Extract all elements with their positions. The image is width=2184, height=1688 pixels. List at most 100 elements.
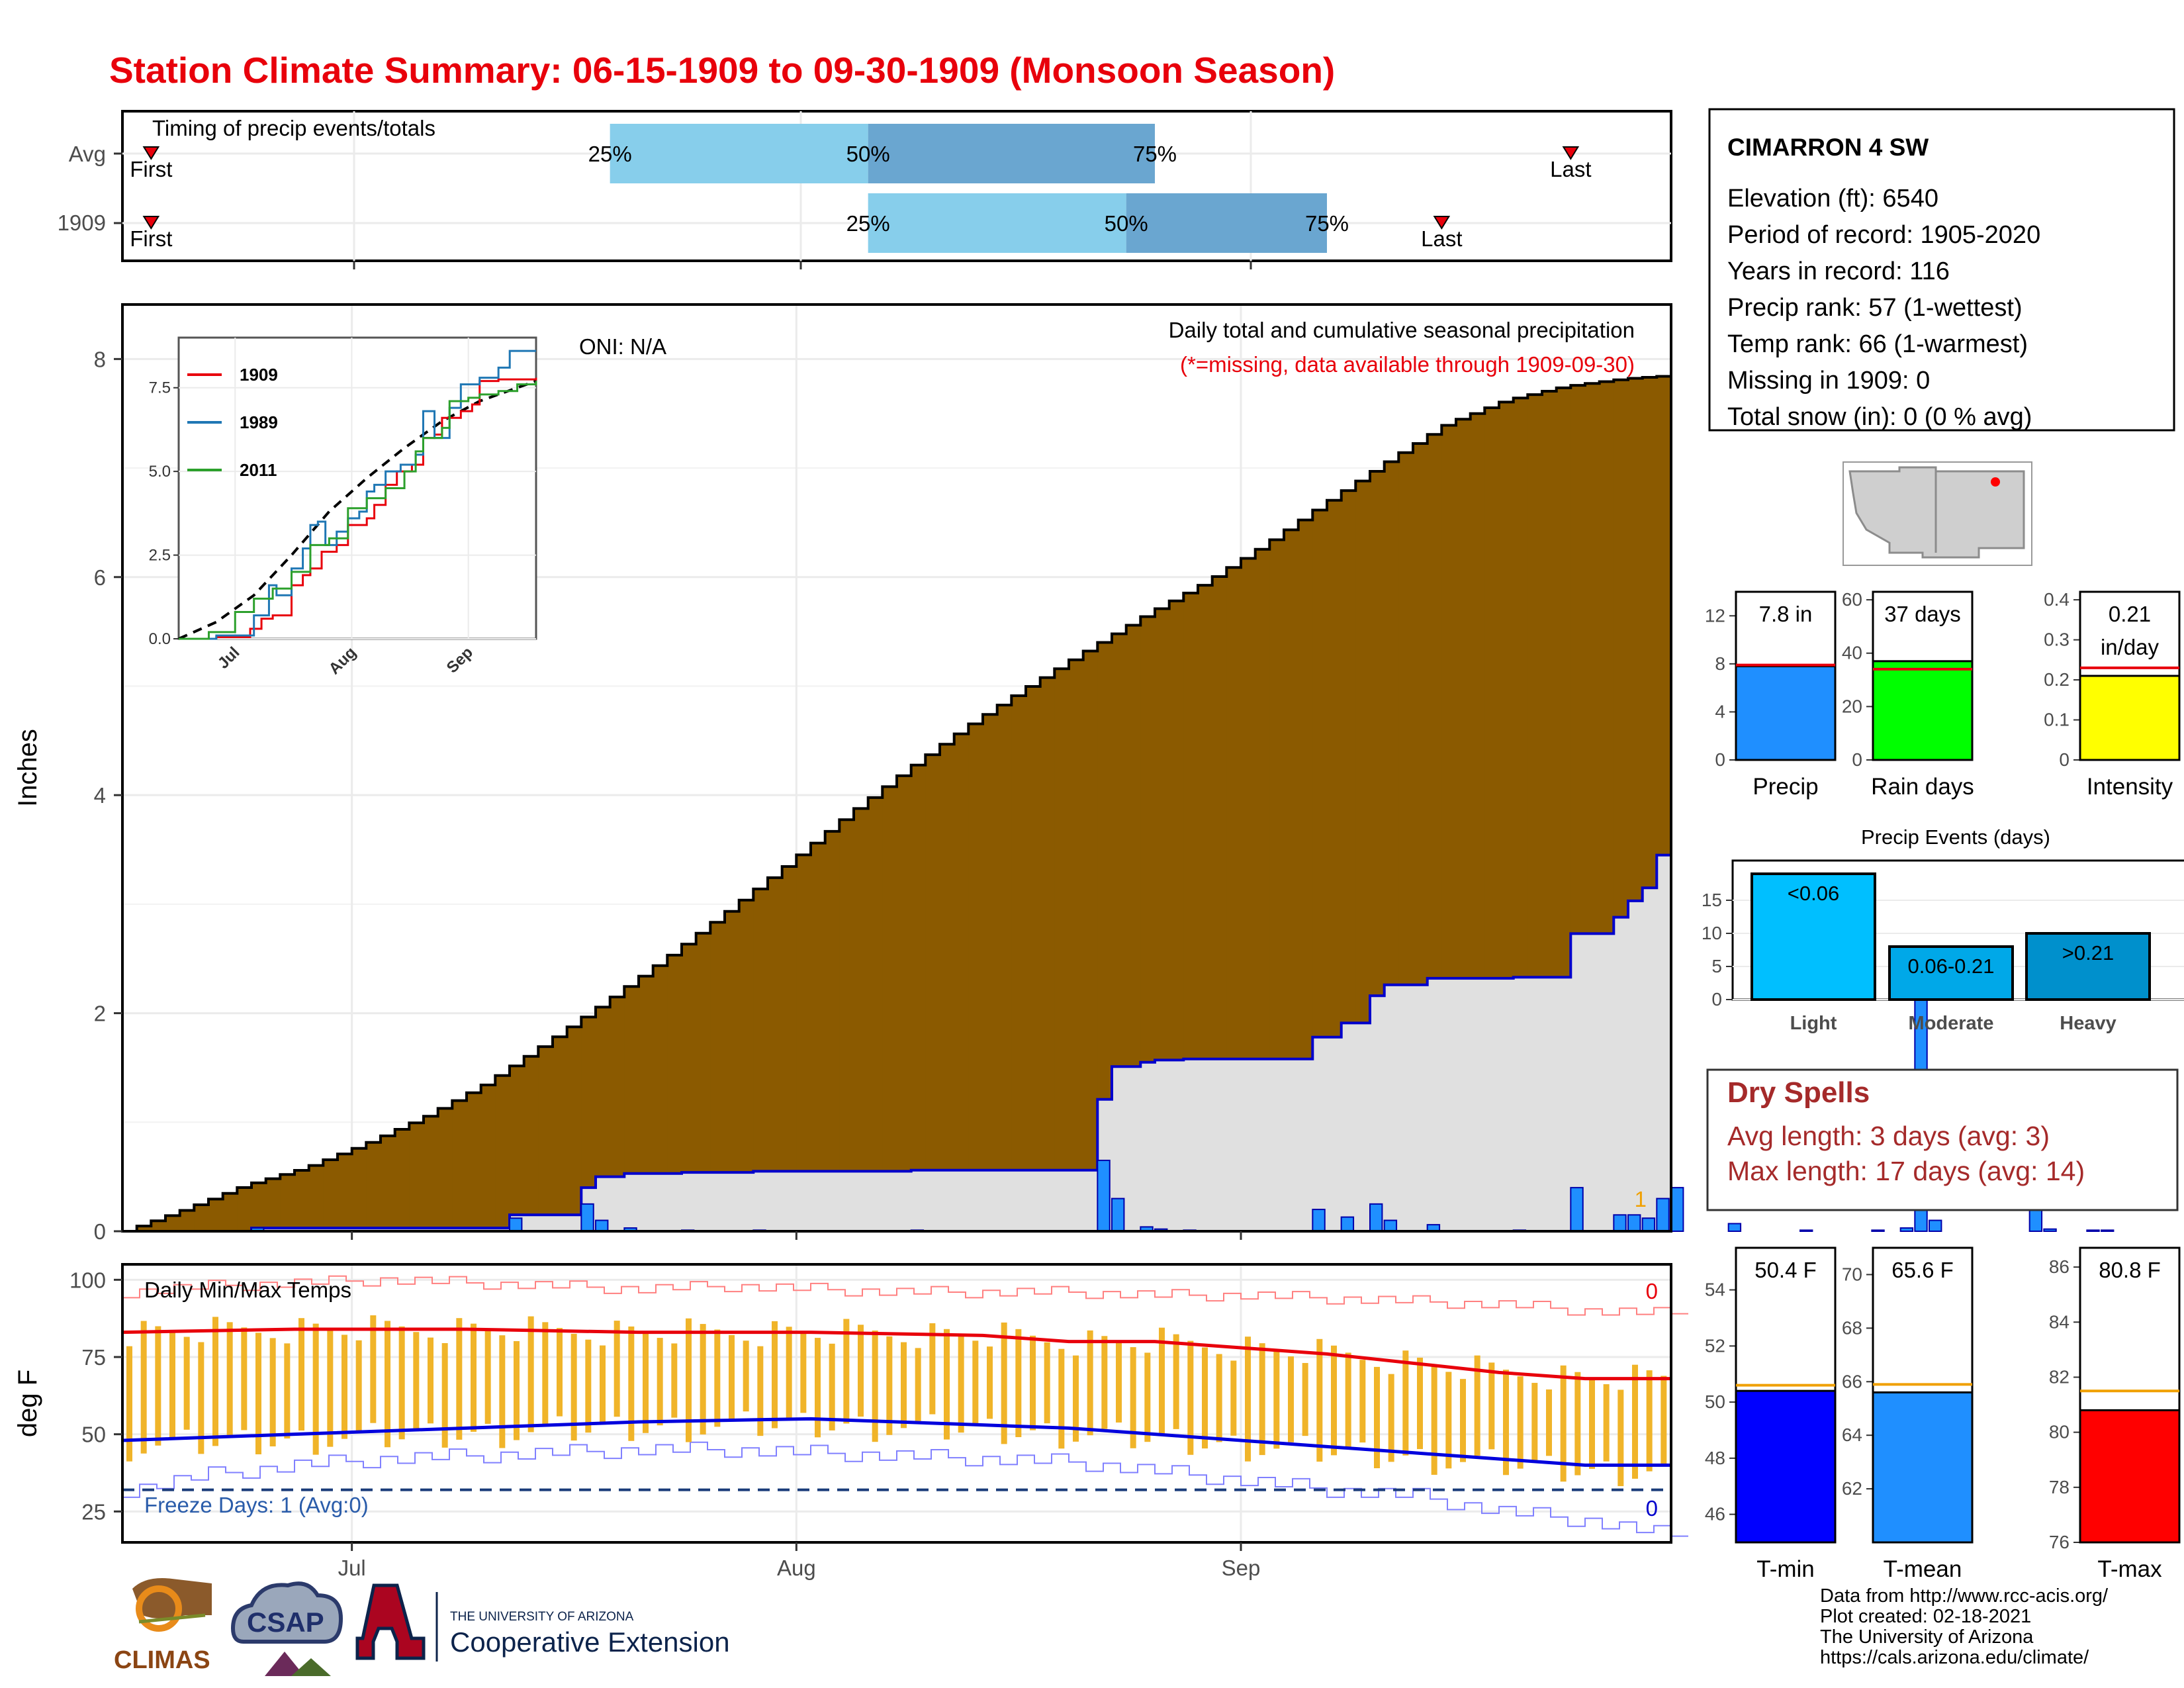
daily-temp-range-bar bbox=[815, 1338, 821, 1438]
daily-temp-range-bar bbox=[1216, 1354, 1222, 1442]
daily-temp-range-bar bbox=[886, 1336, 893, 1435]
timing-last-marker bbox=[1562, 146, 1580, 160]
precip-events-title: Precip Events (days) bbox=[1861, 825, 2050, 849]
daily-temp-range-bar bbox=[614, 1321, 620, 1417]
below-average-band bbox=[911, 765, 926, 1170]
below-average-band bbox=[538, 1047, 553, 1215]
below-average-band bbox=[1241, 558, 1256, 1059]
mini-ytick-label: 40 bbox=[1842, 643, 1862, 663]
below-average-band bbox=[782, 867, 797, 1172]
timing-last-label: Last bbox=[1550, 157, 1591, 181]
ua-logo-small-text: THE UNIVERSITY OF ARIZONA bbox=[450, 1610, 634, 1624]
inset-ytick-label: 7.5 bbox=[149, 379, 171, 397]
inset-ytick-label: 2.5 bbox=[149, 547, 171, 565]
daily-precip-bar bbox=[1111, 1197, 1125, 1233]
daily-precip-bar bbox=[1097, 1159, 1111, 1232]
daily-precip-bar bbox=[2086, 1229, 2100, 1232]
daily-temp-range-bar bbox=[786, 1327, 792, 1421]
daily-temp-range-bar bbox=[413, 1332, 420, 1432]
below-average-band bbox=[653, 965, 668, 1174]
mini-ytick-label: 0 bbox=[1852, 749, 1862, 770]
daily-temp-range-bar bbox=[1488, 1362, 1495, 1450]
below-average-band bbox=[710, 922, 725, 1173]
daily-temp-range-bar bbox=[657, 1338, 663, 1426]
missing-count: 1 bbox=[1635, 1187, 1647, 1211]
below-average-band bbox=[1155, 608, 1170, 1060]
daily-temp-range-bar bbox=[1173, 1334, 1179, 1429]
precip-y-label: Inches bbox=[13, 729, 42, 807]
daily-temp-range-bar bbox=[1359, 1360, 1366, 1443]
below-average-band bbox=[1112, 633, 1127, 1067]
mini-value-label: 80.8 F bbox=[2099, 1258, 2161, 1282]
below-average-band bbox=[1212, 577, 1227, 1059]
daily-temp-range-bar bbox=[972, 1340, 979, 1426]
daily-temp-range-bar bbox=[1316, 1338, 1323, 1462]
timing-ytick-labels: Avg 1909 bbox=[58, 142, 122, 235]
below-average-band bbox=[596, 1007, 611, 1177]
page-title: Station Climate Summary: 06-15-1909 to 0… bbox=[109, 50, 1335, 91]
summary-precip-panels: 0 4 8 12 7.8 in Precip 0 20 40 60 37 days Rain days… bbox=[1705, 589, 2181, 800]
precip-chart-title: Daily total and cumulative seasonal prec… bbox=[1169, 318, 1635, 342]
daily-temp-range-bar bbox=[1445, 1372, 1452, 1469]
mini-category-label: Rain days bbox=[1871, 774, 1974, 800]
events-category-label: Light bbox=[1790, 1013, 1837, 1034]
daily-precip-bar bbox=[1929, 1219, 1942, 1233]
daily-precip-bar bbox=[2101, 1229, 2115, 1232]
mini-ytick-label: 62 bbox=[1842, 1478, 1862, 1499]
daily-temp-range-bar bbox=[126, 1346, 132, 1462]
inset-legend-label: 1989 bbox=[240, 412, 278, 432]
mini-ytick-label: 52 bbox=[1705, 1335, 1725, 1356]
daily-precip-bar bbox=[2043, 1228, 2057, 1233]
mini-ytick-label: 0.3 bbox=[2044, 630, 2070, 650]
below-average-band bbox=[1384, 461, 1399, 985]
timing-row-label-avg: Avg bbox=[69, 142, 106, 166]
daily-temp-range-bar bbox=[700, 1324, 706, 1434]
daily-temp-range-bar bbox=[1187, 1340, 1194, 1455]
mini-category-label: Intensity bbox=[2087, 774, 2173, 800]
below-average-band bbox=[639, 976, 654, 1174]
below-average-band bbox=[308, 1165, 324, 1229]
daily-temp-range-bar bbox=[1087, 1330, 1093, 1436]
events-category-label: Moderate bbox=[1909, 1013, 1994, 1034]
below-average-band bbox=[1198, 585, 1213, 1059]
events-bar bbox=[1888, 945, 2014, 1001]
daily-precip-bar bbox=[1613, 1214, 1627, 1232]
station-line-temp-rank: Temp rank: 66 (1-warmest) bbox=[1727, 330, 2028, 358]
mini-value-label: 7.8 in bbox=[1759, 602, 1813, 626]
record-high-count: 0 bbox=[1646, 1279, 1658, 1303]
daily-temp-range-bar bbox=[1646, 1370, 1653, 1472]
mini-value-label: 50.4 F bbox=[1754, 1258, 1817, 1282]
below-average-band bbox=[997, 705, 1012, 1170]
daily-temp-range-bar bbox=[729, 1335, 735, 1419]
daily-precip-bar bbox=[1727, 1223, 1742, 1232]
daily-temp-range-bar bbox=[800, 1332, 807, 1413]
below-average-band bbox=[1513, 398, 1528, 978]
events-ytick-label: 15 bbox=[1702, 890, 1722, 910]
daily-temp-range-bar bbox=[1259, 1343, 1265, 1456]
below-average-band bbox=[165, 1215, 181, 1231]
mini-value-bar bbox=[2079, 675, 2181, 761]
temp-ytick-label: 75 bbox=[81, 1345, 106, 1370]
below-average-band bbox=[1026, 686, 1041, 1170]
daily-temp-range-bar bbox=[872, 1331, 878, 1442]
below-average-band bbox=[1183, 592, 1199, 1059]
timing-first-marker bbox=[142, 216, 160, 230]
events-ytick-label: 5 bbox=[1711, 956, 1722, 976]
daily-temp-range-bar bbox=[570, 1333, 577, 1441]
dry-spells-title: Dry Spells bbox=[1727, 1076, 1870, 1109]
timing-q50-q75-bar bbox=[1126, 193, 1327, 253]
month-tick-label: Jul bbox=[338, 1556, 366, 1580]
inset-series-line bbox=[179, 377, 537, 640]
station-line-precip-rank: Precip rank: 57 (1-wettest) bbox=[1727, 294, 2023, 322]
inset-legend-label: 2011 bbox=[240, 460, 277, 480]
daily-temp-range-bar bbox=[1144, 1352, 1151, 1442]
precip-events-panel: Precip Events (days) 0 5 10 15 <0.06 Light 0.0… bbox=[1702, 825, 2184, 1034]
daily-temp-range-bar bbox=[269, 1338, 276, 1447]
timing-title: Timing of precip events/totals bbox=[152, 116, 435, 140]
summary-temp-panels: 46 48 50 52 54 50.4 F T-min 62 64 66 68 70 65.6 F T-m… bbox=[1705, 1246, 2181, 1582]
below-average-band bbox=[467, 1092, 482, 1229]
precip-ytick-label: 6 bbox=[94, 565, 106, 590]
mini-ytick-label: 0.2 bbox=[2044, 669, 2070, 690]
mini-value-bar bbox=[1735, 1389, 1837, 1544]
below-average-band bbox=[968, 724, 983, 1170]
